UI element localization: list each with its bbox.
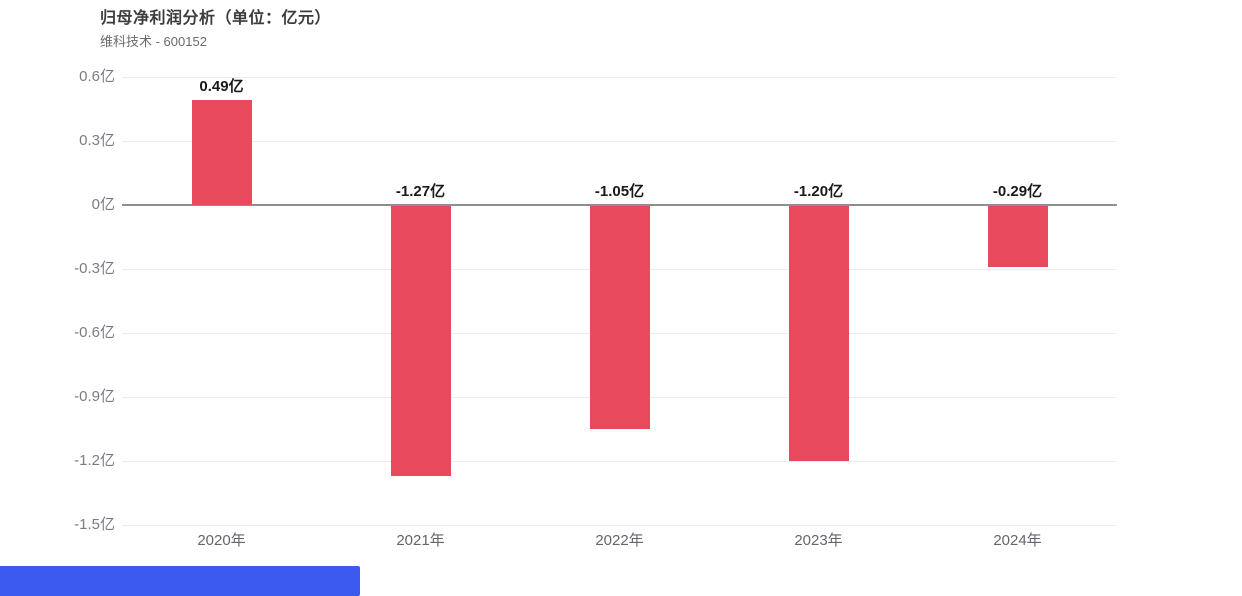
y-axis-tick-label: -1.5亿 <box>74 515 115 533</box>
chart-subtitle: 维科技术 - 600152 <box>100 34 207 49</box>
bar-value-label: -1.20亿 <box>793 182 844 200</box>
x-axis-tick-label: 2020年 <box>197 532 246 549</box>
y-axis-tick-label: 0亿 <box>91 195 115 213</box>
gridline <box>122 77 1117 78</box>
bar-value-label: 0.49亿 <box>199 78 244 96</box>
y-axis-tick-label: 0.3亿 <box>79 131 115 149</box>
y-axis-tick-label: -0.3亿 <box>74 259 115 277</box>
bar-2021年 <box>390 205 451 476</box>
bar-2023年 <box>788 205 849 461</box>
y-axis-tick-label: -0.9亿 <box>74 387 115 405</box>
x-axis-tick-label: 2021年 <box>396 532 445 549</box>
y-axis-tick-label: -0.6亿 <box>74 323 115 341</box>
bar-value-label: -0.29亿 <box>992 182 1043 200</box>
bar-2020年 <box>191 100 252 205</box>
y-axis-tick-label: 0.6亿 <box>79 68 115 85</box>
y-axis-tick-label: -1.2亿 <box>74 451 115 469</box>
bar-2024年 <box>987 205 1048 267</box>
x-axis-tick-label: 2022年 <box>595 532 644 549</box>
chart-title: 归母净利润分析（单位：亿元） <box>100 10 332 27</box>
bar-2022年 <box>589 205 650 429</box>
zero-axis-line <box>122 203 1117 206</box>
bar-value-label: -1.27亿 <box>395 182 446 200</box>
gridline <box>122 524 1117 526</box>
x-axis-tick-label: 2023年 <box>794 532 843 549</box>
x-axis-tick-label: 2024年 <box>993 532 1042 549</box>
gridline <box>122 140 1117 142</box>
gridline <box>122 460 1117 462</box>
video-progress-bar[interactable] <box>0 566 361 596</box>
bar-value-label: -1.05亿 <box>594 182 645 200</box>
